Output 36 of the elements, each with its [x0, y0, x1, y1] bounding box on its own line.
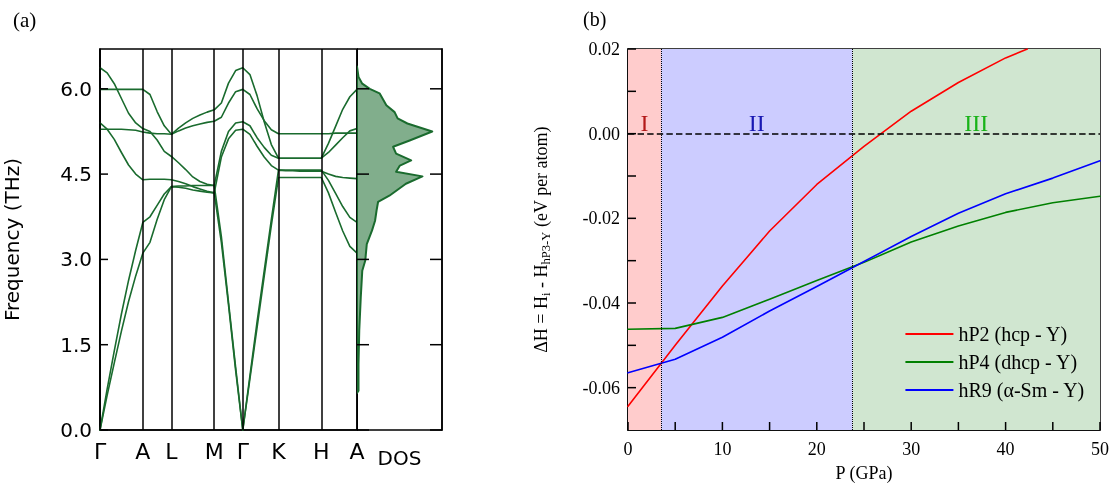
band-label: III	[964, 110, 989, 136]
y-tick-label: -0.06	[582, 377, 620, 398]
x-tick-label: A	[349, 438, 365, 464]
y-axis-title: ΔH = Hi - HhP3-Y (eV per atom)	[531, 126, 553, 353]
x-tick-label: 0	[623, 439, 633, 459]
x-tick-label: L	[165, 438, 179, 464]
x-tick-label: H	[313, 438, 330, 464]
x-tick-label: 40	[996, 439, 1015, 459]
band-label: I	[640, 110, 649, 136]
y-axis-title: Frequency (THz)	[0, 157, 24, 322]
x-tick-label: 20	[807, 439, 826, 459]
y-tick-label: 3.0	[60, 247, 92, 272]
y-tick-label: 6.0	[60, 76, 92, 101]
x-tick-label: A	[135, 438, 151, 464]
x-tick-label: 10	[713, 439, 732, 459]
band-label: II	[748, 110, 765, 136]
chart-title: (b)	[583, 8, 607, 31]
x-axis-title: P (GPa)	[835, 463, 893, 484]
legend-label: hR9 (α-Sm - Y)	[958, 379, 1085, 402]
y-tick-label: 1.5	[60, 332, 92, 357]
y-tick-label: 0.00	[588, 123, 620, 144]
chart-title: (a)	[13, 7, 37, 32]
x-tick-label: 30	[902, 439, 921, 459]
x-tick-label: Γ	[236, 438, 250, 464]
y-tick-label: 4.5	[60, 162, 92, 187]
x-tick-label: Γ	[93, 438, 107, 464]
legend-label: hP2 (hcp - Y)	[958, 323, 1068, 346]
x-tick-label: M	[204, 438, 224, 464]
y-tick-label: 0.02	[588, 39, 620, 59]
legend-label: hP4 (dhcp - Y)	[958, 351, 1078, 374]
x-tick-label: 50	[1091, 439, 1109, 459]
x-axis-title: DOS	[377, 446, 422, 470]
y-tick-label: -0.04	[582, 293, 620, 313]
y-tick-label: -0.02	[582, 208, 620, 229]
y-tick-label: 0.0	[60, 418, 92, 442]
x-tick-label: K	[271, 438, 287, 464]
